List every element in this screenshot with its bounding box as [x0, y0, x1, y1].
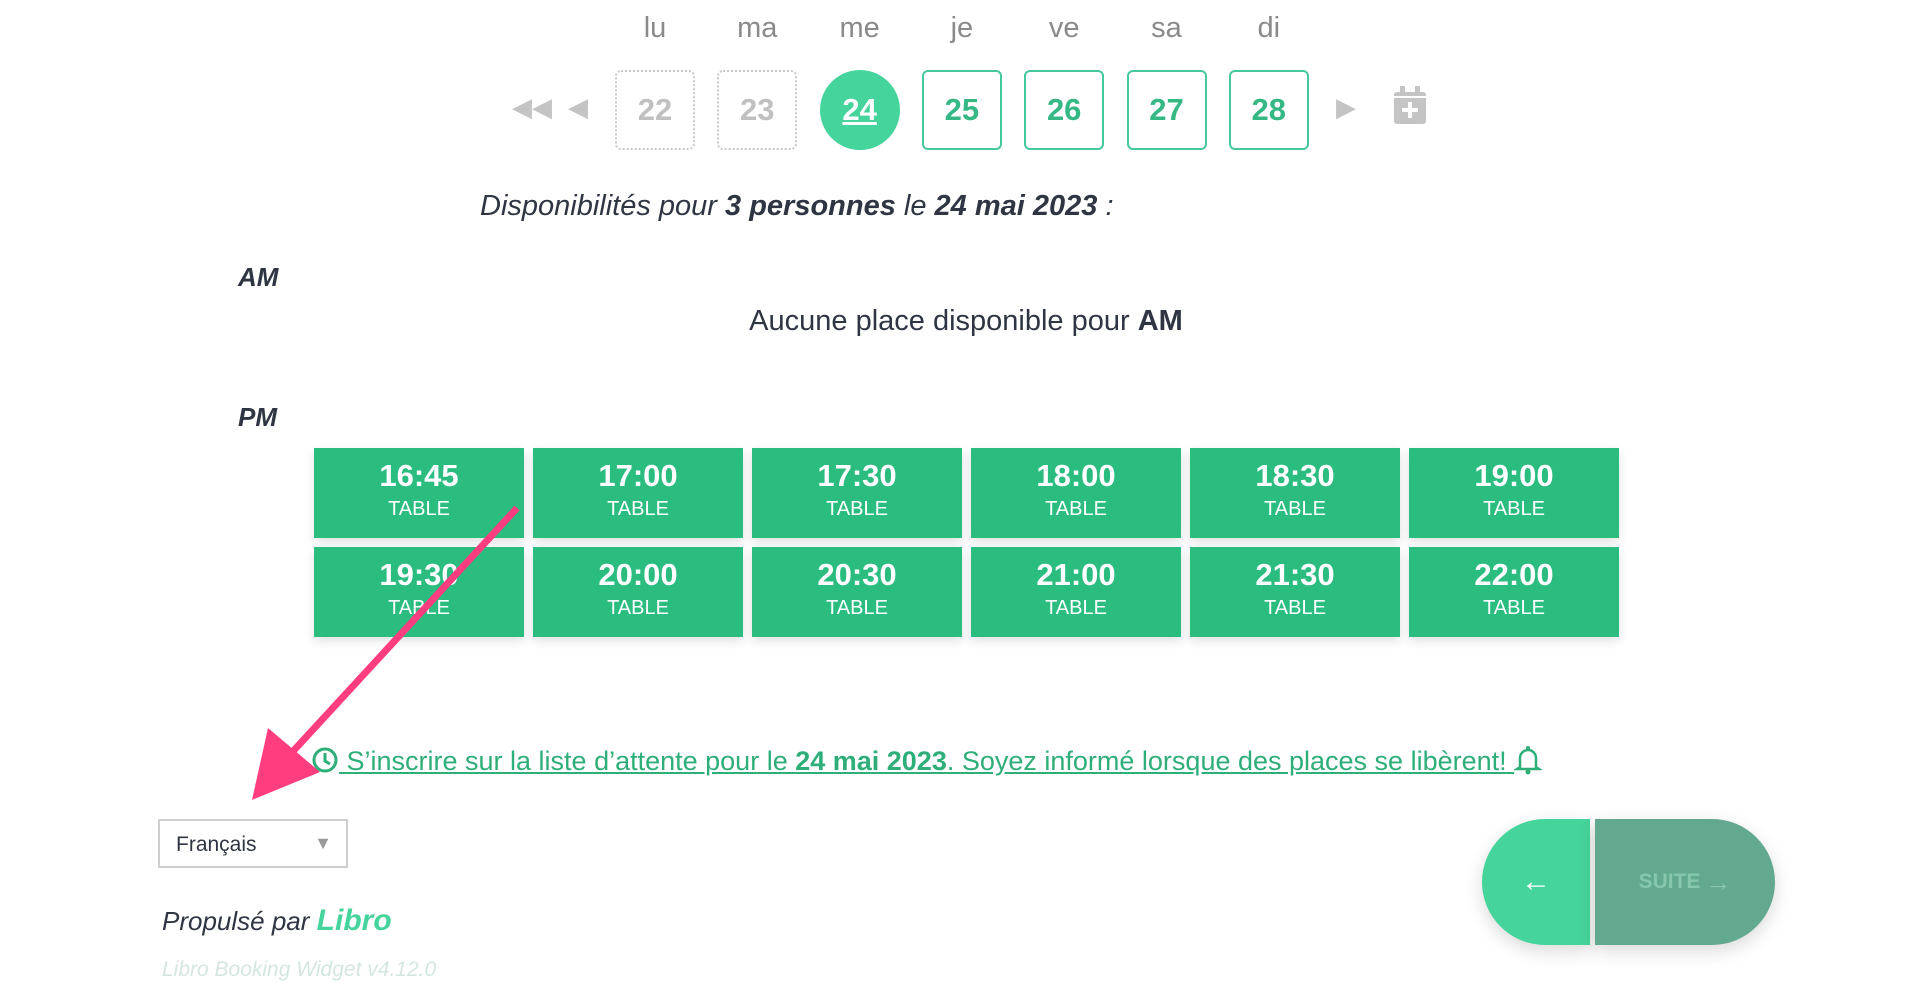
version-text: Libro Booking Widget v4.12.0: [162, 958, 437, 981]
am-section-label: AM: [238, 262, 279, 292]
date-27[interactable]: 27: [1126, 70, 1207, 150]
time-slot[interactable]: 18:30 TABLE: [1190, 448, 1400, 538]
dropdown-triangle-icon: ▼: [314, 833, 332, 853]
time-slot[interactable]: 17:30 TABLE: [752, 448, 962, 538]
calendar-plus-icon[interactable]: [1392, 84, 1428, 126]
weekday-label: je: [950, 12, 974, 44]
back-button[interactable]: ←: [1482, 819, 1590, 945]
date-25[interactable]: 25: [921, 70, 1002, 150]
chevron-right-icon[interactable]: ▶: [1336, 92, 1356, 122]
weekday-label: ve: [1048, 12, 1080, 44]
weekday-label: lu: [643, 12, 667, 44]
date-23: 23: [717, 70, 798, 150]
time-slot[interactable]: 19:30 TABLE: [314, 547, 524, 637]
date-26[interactable]: 26: [1024, 70, 1105, 150]
date-28[interactable]: 28: [1228, 70, 1309, 150]
bell-icon: [1513, 746, 1544, 775]
weekday-label: ma: [737, 12, 778, 44]
time-slot[interactable]: 22:00 TABLE: [1409, 547, 1619, 637]
date-24[interactable]: 24: [819, 70, 900, 150]
time-slot[interactable]: 17:00 TABLE: [533, 448, 743, 538]
arrow-right-icon: →: [1705, 866, 1732, 897]
double-chevron-left-icon[interactable]: ◀◀: [512, 92, 552, 122]
powered-by: Propulsé par Libro: [162, 904, 392, 937]
weekday-label: me: [839, 12, 880, 44]
waitlist-link[interactable]: S’inscrire sur la liste d’attente pour l…: [311, 745, 1544, 777]
clock-icon: [312, 747, 338, 773]
no-availability-message: Aucune place disponible pour AM: [749, 305, 1183, 337]
date-22: 22: [615, 70, 695, 150]
weekday-label: sa: [1151, 12, 1182, 44]
arrow-left-icon: ←: [1521, 865, 1551, 898]
language-select[interactable]: Français ▼: [158, 819, 348, 868]
time-slot[interactable]: 20:00 TABLE: [533, 547, 743, 637]
time-slot[interactable]: 19:00 TABLE: [1409, 448, 1619, 538]
time-slot[interactable]: 18:00 TABLE: [971, 448, 1181, 538]
availability-summary: Disponibilités pour 3 personnes le 24 ma…: [480, 190, 1114, 222]
time-slot[interactable]: 16:45 TABLE: [314, 448, 524, 538]
next-button[interactable]: SUITE →: [1595, 819, 1775, 945]
time-slot[interactable]: 21:30 TABLE: [1190, 547, 1400, 637]
chevron-left-icon[interactable]: ◀: [568, 92, 588, 122]
pm-section-label: PM: [238, 402, 277, 432]
time-slot[interactable]: 20:30 TABLE: [752, 547, 962, 637]
time-slot[interactable]: 21:00 TABLE: [971, 547, 1181, 637]
libro-logo[interactable]: Libro: [316, 904, 392, 937]
weekday-label: di: [1257, 12, 1281, 44]
